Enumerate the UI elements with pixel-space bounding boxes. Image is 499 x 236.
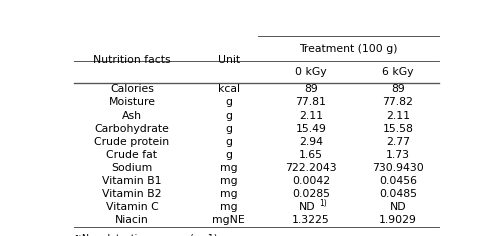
Text: 1): 1) [319,199,327,208]
Text: mg: mg [220,189,238,199]
Text: 730.9430: 730.9430 [372,163,424,173]
Text: Vitamin B2: Vitamin B2 [102,189,162,199]
Text: Carbohydrate: Carbohydrate [94,124,170,134]
Text: Niacin: Niacin [115,215,149,225]
Text: Ash: Ash [122,110,142,121]
Text: 0.0042: 0.0042 [292,176,330,186]
Text: ND: ND [390,202,406,212]
Text: 15.49: 15.49 [295,124,326,134]
Text: mg: mg [220,176,238,186]
Text: 1.65: 1.65 [299,150,323,160]
Text: 0.0285: 0.0285 [292,189,330,199]
Text: Sodium: Sodium [111,163,153,173]
Text: 6 kGy: 6 kGy [382,67,414,77]
Text: ND: ND [299,202,315,212]
Text: 1.3225: 1.3225 [292,215,330,225]
Text: Crude fat: Crude fat [106,150,158,160]
Text: Unit: Unit [218,55,240,65]
Text: g: g [225,110,232,121]
Text: 2.11: 2.11 [299,110,323,121]
Text: 1.9029: 1.9029 [379,215,417,225]
Text: 0 kGy: 0 kGy [295,67,327,77]
Text: 1): 1) [74,235,82,236]
Text: g: g [225,150,232,160]
Text: g: g [225,124,232,134]
Text: 77.81: 77.81 [295,97,326,107]
Text: 722.2043: 722.2043 [285,163,337,173]
Text: 0.0485: 0.0485 [379,189,417,199]
Text: 0.0456: 0.0456 [379,176,417,186]
Text: 89: 89 [304,84,318,94]
Text: g: g [225,137,232,147]
Text: g: g [225,97,232,107]
Text: Crude protein: Crude protein [94,137,170,147]
Text: 89: 89 [391,84,405,94]
Text: Non-detection, means (n=1): Non-detection, means (n=1) [82,234,218,236]
Text: Nutrition facts: Nutrition facts [93,55,171,65]
Text: mg: mg [220,202,238,212]
Text: Vitamin C: Vitamin C [106,202,158,212]
Text: mg: mg [220,163,238,173]
Text: 2.11: 2.11 [386,110,410,121]
Text: mgNE: mgNE [212,215,245,225]
Text: 77.82: 77.82 [382,97,413,107]
Text: Moisture: Moisture [108,97,156,107]
Text: 2.94: 2.94 [299,137,323,147]
Text: Vitamin B1: Vitamin B1 [102,176,162,186]
Text: Treatment (100 g): Treatment (100 g) [299,44,398,54]
Text: kcal: kcal [218,84,240,94]
Text: 2.77: 2.77 [386,137,410,147]
Text: Calories: Calories [110,84,154,94]
Text: 15.58: 15.58 [382,124,413,134]
Text: 1.73: 1.73 [386,150,410,160]
